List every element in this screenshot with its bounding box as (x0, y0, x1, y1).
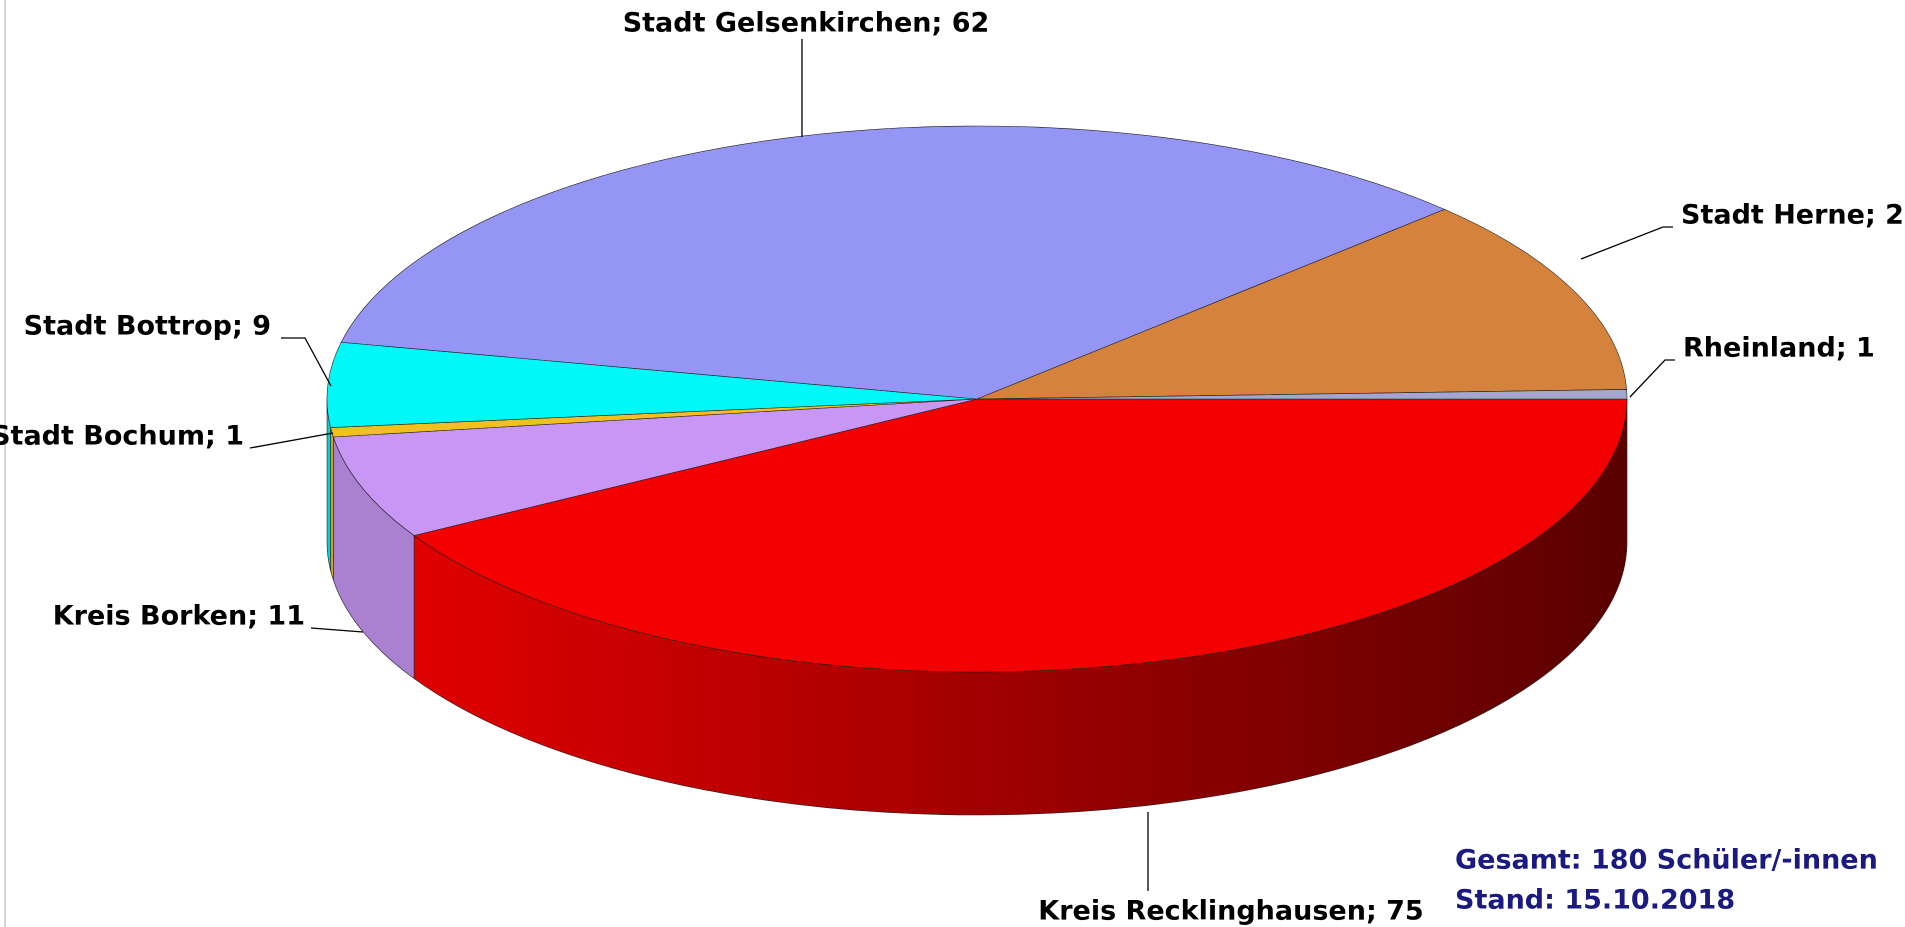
data-label: Stadt Gelsenkirchen; 62 (623, 8, 990, 39)
slice (332, 398, 978, 536)
leader-line (281, 337, 332, 387)
data-label: Kreis Borken; 11 (53, 601, 305, 632)
data-label: Stadt Bochum; 1 (0, 421, 244, 452)
slice-side (330, 427, 334, 581)
data-label: Stadt Herne; 21 (1681, 200, 1905, 231)
slice (340, 125, 1446, 400)
leader-line (249, 432, 334, 449)
slice (326, 341, 978, 428)
annotation: Stand: 15.10.2018 (1455, 885, 1735, 916)
annotation: Gesamt: 180 Schüler/-innen (1455, 845, 1878, 876)
leader-line (1580, 226, 1673, 260)
data-label: Rheinland; 1 (1683, 333, 1875, 364)
slice (976, 389, 1628, 400)
data-label: Stadt Bottrop; 9 (24, 311, 271, 342)
leader-line (1629, 359, 1675, 398)
slice (976, 209, 1627, 400)
leader-line (310, 627, 364, 633)
data-label: Kreis Recklinghausen; 75 (1038, 896, 1423, 927)
slice (413, 398, 1628, 673)
